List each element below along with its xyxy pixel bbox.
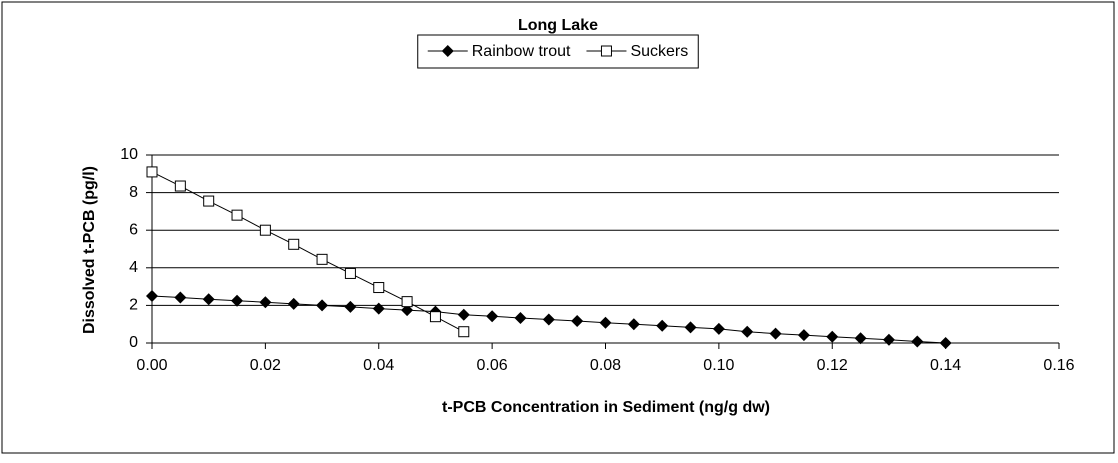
marker	[288, 238, 300, 250]
marker	[797, 329, 810, 342]
y-tick-label: 2	[129, 297, 138, 314]
marker	[939, 337, 952, 349]
x-tick-label: 0.16	[1043, 357, 1074, 374]
marker	[854, 332, 867, 345]
marker	[316, 299, 329, 312]
x-tick-label: 0.08	[590, 357, 621, 374]
legend-item: Suckers	[586, 43, 688, 60]
x-tick-label: 0.12	[817, 357, 848, 374]
marker	[203, 195, 215, 207]
legend-label: Rainbow trout	[472, 43, 571, 60]
x-tick-label: 0.06	[477, 357, 508, 374]
marker	[401, 296, 413, 308]
marker	[600, 45, 612, 57]
marker	[344, 267, 356, 279]
marker	[202, 293, 215, 306]
marker	[174, 291, 187, 304]
marker	[259, 296, 272, 309]
marker	[231, 294, 244, 307]
marker	[542, 313, 555, 326]
marker	[882, 333, 895, 346]
y-axis-title: Dissolved t-PCB (pg/l)	[81, 166, 98, 334]
chart-border	[1, 1, 1115, 454]
marker	[826, 330, 839, 343]
chart-title: Long Lake	[518, 17, 598, 34]
marker	[769, 327, 782, 340]
x-tick-label: 0.02	[250, 357, 281, 374]
marker	[458, 326, 470, 338]
y-tick-label: 0	[129, 334, 138, 351]
marker	[287, 297, 300, 310]
marker	[372, 302, 385, 315]
x-axis-title: t-PCB Concentration in Sediment (ng/g dw…	[442, 399, 770, 416]
marker	[911, 335, 924, 348]
marker	[231, 209, 243, 221]
marker	[599, 316, 612, 329]
marker	[174, 180, 186, 192]
marker	[514, 311, 527, 324]
marker	[146, 166, 158, 178]
marker	[429, 311, 441, 323]
marker	[344, 300, 357, 313]
legend-label: Suckers	[630, 43, 688, 60]
marker	[146, 290, 158, 302]
y-tick-label: 6	[129, 221, 138, 238]
x-tick-label: 0.00	[136, 357, 167, 374]
marker	[316, 253, 328, 265]
marker	[656, 319, 669, 332]
marker	[486, 310, 499, 323]
marker	[457, 308, 470, 321]
x-tick-label: 0.10	[703, 357, 734, 374]
y-tick-label: 10	[120, 146, 138, 163]
marker	[259, 224, 271, 236]
marker	[441, 45, 454, 57]
y-tick-label: 4	[129, 259, 138, 276]
marker	[571, 315, 584, 328]
marker	[684, 321, 697, 334]
legend: Rainbow trout Suckers	[417, 34, 699, 69]
x-tick-label: 0.04	[363, 357, 394, 374]
marker	[712, 322, 725, 335]
marker	[627, 318, 640, 331]
marker	[741, 325, 754, 338]
x-tick-label: 0.14	[930, 357, 961, 374]
marker	[373, 282, 385, 294]
y-tick-label: 8	[129, 184, 138, 201]
legend-item: Rainbow trout	[427, 43, 571, 60]
